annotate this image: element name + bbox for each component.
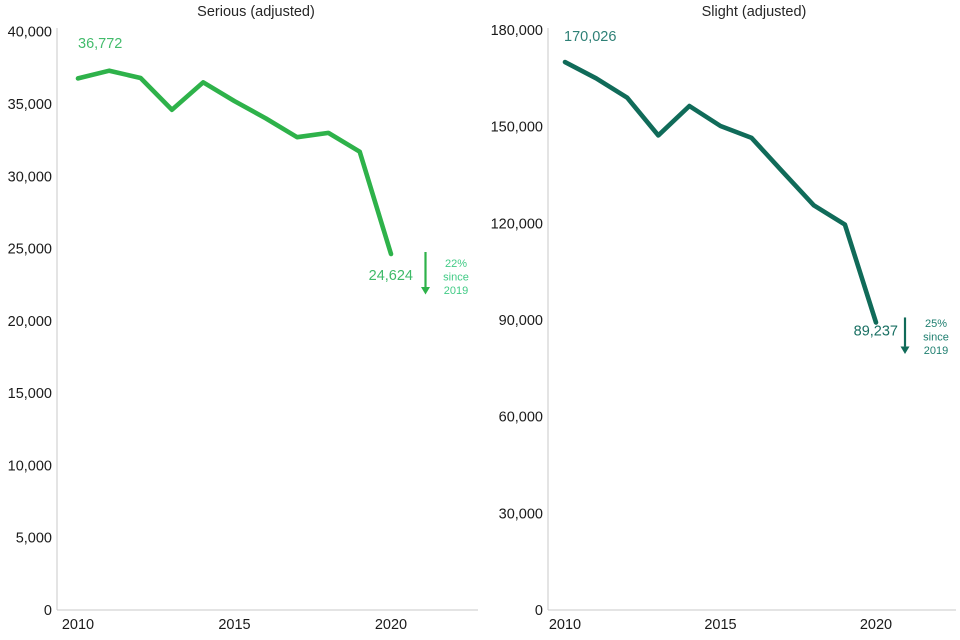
y-tick-label: 30,000 xyxy=(499,506,543,522)
y-tick-label: 15,000 xyxy=(8,386,52,402)
y-tick-label: 20,000 xyxy=(8,314,52,330)
y-tick-label: 60,000 xyxy=(499,410,543,426)
y-tick-label: 5,000 xyxy=(16,531,52,547)
pct-annotation-line: 2019 xyxy=(444,285,468,297)
y-tick-label: 40,000 xyxy=(8,25,52,41)
y-tick-label: 150,000 xyxy=(491,120,543,136)
y-tick-label: 180,000 xyxy=(491,23,543,39)
start-value-label: 170,026 xyxy=(564,29,616,45)
y-tick-label: 30,000 xyxy=(8,169,52,185)
pct-annotation-line: 22% xyxy=(445,258,467,270)
pct-annotation-line: since xyxy=(923,331,949,343)
x-tick-label: 2010 xyxy=(549,617,581,633)
y-tick-label: 35,000 xyxy=(8,97,52,113)
x-tick-label: 2020 xyxy=(375,617,407,633)
end-value-label: 24,624 xyxy=(369,268,413,284)
data-line xyxy=(562,59,879,325)
x-tick-label: 2015 xyxy=(218,617,250,633)
pct-annotation-line: 2019 xyxy=(924,345,948,357)
y-tick-label: 90,000 xyxy=(499,313,543,329)
y-tick-label: 120,000 xyxy=(491,216,543,232)
down-arrow-icon xyxy=(421,251,430,295)
y-tick-label: 25,000 xyxy=(8,242,52,258)
x-tick-label: 2015 xyxy=(704,617,736,633)
data-line xyxy=(75,68,394,257)
y-tick-label: 0 xyxy=(535,603,543,619)
start-value-label: 36,772 xyxy=(78,36,122,52)
down-arrow-head xyxy=(421,286,430,295)
y-tick-label: 10,000 xyxy=(8,458,52,474)
chart-slight: 0 30,000 60,000 90,000 120,000 150,000 180,000… xyxy=(491,23,956,633)
y-tick-label: 0 xyxy=(44,603,52,619)
down-arrow-icon xyxy=(900,317,910,354)
end-value-label: 89,237 xyxy=(854,323,898,339)
x-tick-label: 2020 xyxy=(860,617,892,633)
x-tick-label: 2010 xyxy=(62,617,94,633)
pct-annotation-line: since xyxy=(443,271,469,283)
pct-annotation-line: 25% xyxy=(925,318,947,330)
down-arrow-head xyxy=(900,346,910,354)
chart-title-serious: Serious (adjusted) xyxy=(197,4,315,20)
chart-title-slight: Slight (adjusted) xyxy=(701,4,807,20)
chart-serious: 0 5,000 10,000 15,000 20,000 25,000 30,000 35,0… xyxy=(8,25,478,633)
